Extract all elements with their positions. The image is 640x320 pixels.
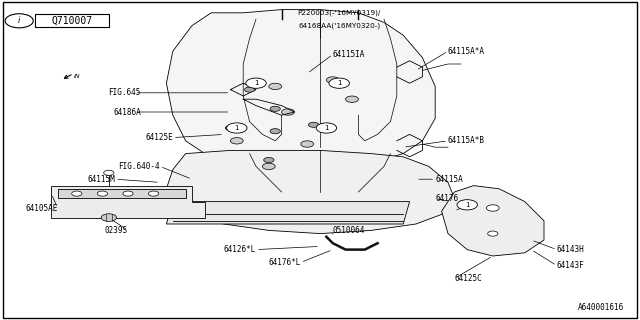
Text: i: i [18, 16, 20, 25]
Circle shape [282, 109, 294, 115]
Text: FIG.645: FIG.645 [108, 88, 141, 97]
Text: 0510064: 0510064 [333, 226, 365, 235]
Circle shape [326, 77, 339, 83]
Circle shape [225, 125, 236, 131]
Circle shape [269, 83, 282, 90]
Circle shape [329, 78, 349, 88]
Text: 64176*L: 64176*L [268, 258, 301, 267]
Circle shape [301, 141, 314, 147]
Circle shape [5, 14, 33, 28]
Circle shape [262, 163, 275, 170]
Circle shape [148, 191, 159, 196]
Circle shape [270, 129, 280, 134]
Circle shape [308, 122, 319, 127]
Text: 64143H: 64143H [557, 245, 584, 254]
Circle shape [488, 231, 498, 236]
Circle shape [316, 123, 337, 133]
Circle shape [104, 170, 114, 175]
Text: 1: 1 [465, 202, 470, 208]
Text: 64115M: 64115M [88, 175, 115, 184]
Text: 64125C: 64125C [454, 274, 482, 283]
Text: 64105AE: 64105AE [25, 204, 58, 212]
Polygon shape [166, 202, 410, 224]
Polygon shape [51, 186, 205, 218]
FancyBboxPatch shape [35, 14, 109, 27]
Text: 64168AA('16MY0320-): 64168AA('16MY0320-) [298, 22, 380, 29]
Circle shape [270, 106, 280, 111]
Text: 64125E: 64125E [145, 133, 173, 142]
Circle shape [72, 191, 82, 196]
Circle shape [227, 123, 247, 133]
Circle shape [486, 205, 499, 211]
Polygon shape [442, 186, 544, 256]
Text: A640001616: A640001616 [578, 303, 624, 312]
Text: 1: 1 [253, 80, 259, 86]
Text: 64115A*A: 64115A*A [448, 47, 485, 56]
Circle shape [457, 200, 477, 210]
Text: 64115L: 64115L [88, 191, 115, 200]
Text: 1: 1 [337, 80, 342, 86]
Text: P220003(-'16MY0319)/: P220003(-'16MY0319)/ [298, 10, 381, 16]
Circle shape [244, 87, 255, 92]
Polygon shape [166, 150, 454, 234]
Text: 64186A: 64186A [113, 108, 141, 116]
Text: FIG.640-4: FIG.640-4 [118, 162, 160, 171]
Text: 0239S: 0239S [105, 226, 128, 235]
Text: 64176: 64176 [435, 194, 458, 203]
Text: 64115IA: 64115IA [333, 50, 365, 59]
Circle shape [123, 191, 133, 196]
Text: 64143F: 64143F [557, 261, 584, 270]
Text: 1: 1 [324, 125, 329, 131]
Polygon shape [166, 10, 435, 170]
Text: Q710007: Q710007 [52, 16, 93, 26]
Circle shape [230, 138, 243, 144]
Text: 64115A: 64115A [435, 175, 463, 184]
Text: 1: 1 [234, 125, 239, 131]
Text: 64126*L: 64126*L [223, 245, 256, 254]
Text: IN: IN [74, 74, 80, 79]
Text: 64115A*B: 64115A*B [448, 136, 485, 145]
Circle shape [346, 96, 358, 102]
Circle shape [97, 191, 108, 196]
Polygon shape [58, 189, 186, 198]
Circle shape [264, 157, 274, 163]
Circle shape [246, 78, 266, 88]
Circle shape [101, 214, 116, 221]
